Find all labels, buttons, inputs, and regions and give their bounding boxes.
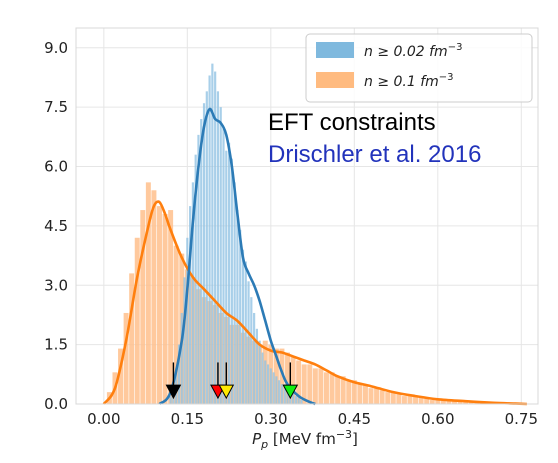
bar-high-density-40	[330, 372, 335, 404]
bar-high-density-50	[385, 392, 390, 404]
bar-high-density-47	[369, 388, 374, 404]
x-tick-label-2: 0.30	[254, 410, 287, 428]
x-axis-label-sub: p	[260, 438, 268, 451]
bar-high-density-8	[151, 190, 156, 404]
y-tick-label-1: 1.5	[44, 336, 68, 354]
bar-low-density-29	[250, 297, 252, 404]
legend-swatch-high-density	[316, 72, 354, 88]
bar-low-density-45	[295, 396, 297, 404]
bar-low-density-11	[200, 119, 202, 404]
bar-high-density-52	[396, 394, 401, 404]
y-tick-label-2: 3.0	[44, 276, 68, 294]
legend: n ≥ 0.02 fm−3 n ≥ 0.1 fm−3	[306, 34, 532, 102]
bar-low-density-37	[273, 372, 275, 404]
bar-high-density-11	[168, 210, 173, 404]
bar-low-density-47	[300, 400, 302, 404]
bar-low-density-5	[183, 277, 185, 404]
bar-low-density-24	[236, 210, 238, 404]
bar-low-density-30	[253, 313, 255, 404]
legend-entry-low-density-text: n ≥ 0.02 fm	[364, 44, 448, 60]
bar-low-density-34	[264, 360, 266, 404]
bar-low-density-17	[217, 91, 219, 404]
bar-high-density-43	[346, 380, 351, 404]
bar-low-density-16	[214, 72, 216, 404]
x-tick-label-4: 0.60	[421, 410, 454, 428]
bar-low-density-28	[247, 281, 249, 404]
bar-low-density-40	[281, 384, 283, 404]
bar-high-density-54	[407, 396, 412, 404]
bar-low-density-0	[170, 396, 172, 404]
bar-low-density-32	[259, 341, 261, 404]
bar-high-density-37	[313, 368, 318, 404]
bar-high-density-45	[357, 384, 362, 404]
bar-low-density-6	[186, 238, 188, 404]
bar-high-density-41	[335, 376, 340, 404]
y-tick-label-4: 6.0	[44, 158, 68, 176]
bar-low-density-25	[239, 230, 241, 404]
bar-low-density-13	[206, 91, 208, 404]
bar-high-density-46	[363, 384, 368, 404]
legend-entry-low-density-exp: −3	[448, 42, 463, 53]
x-tick-label-0: 0.00	[87, 410, 120, 428]
bar-low-density-36	[270, 368, 272, 404]
legend-entry-high-density-text: n ≥ 0.1 fm	[364, 74, 439, 90]
bar-low-density-21	[228, 143, 230, 404]
annotation-eft-constraints: EFT constraints	[268, 109, 436, 136]
legend-swatch-low-density	[316, 42, 354, 58]
x-tick-label-5: 0.75	[505, 410, 538, 428]
x-axis-label-close: ]	[352, 430, 358, 448]
bar-low-density-33	[261, 353, 263, 404]
bar-low-density-12	[203, 103, 205, 404]
x-axis-label-exp: −3	[336, 428, 352, 441]
bar-low-density-38	[275, 376, 277, 404]
x-tick-label-1: 0.15	[171, 410, 204, 428]
bar-high-density-9	[157, 206, 162, 404]
legend-entry-high-density-exp: −3	[439, 72, 454, 83]
x-axis-label: Pp [MeV fm−3]	[252, 428, 358, 451]
bar-high-density-10	[163, 214, 168, 404]
legend-entry-low-density: n ≥ 0.02 fm−3	[364, 42, 462, 60]
bar-high-density-51	[391, 392, 396, 404]
x-tick-label-3: 0.45	[338, 410, 371, 428]
bar-low-density-14	[208, 75, 210, 404]
bar-high-density-38	[318, 368, 323, 404]
bar-high-density-48	[374, 388, 379, 404]
bar-low-density-18	[220, 107, 222, 404]
y-tick-label-5: 7.5	[44, 98, 68, 116]
bar-low-density-23	[234, 182, 236, 404]
bar-low-density-19	[222, 127, 224, 404]
bar-high-density-49	[380, 390, 385, 404]
bar-high-density-36	[307, 364, 312, 404]
bar-high-density-56	[419, 398, 424, 404]
y-tick-label-3: 4.5	[44, 217, 68, 235]
bar-low-density-39	[278, 380, 280, 404]
y-tick-label-6: 9.0	[44, 39, 68, 57]
bar-high-density-53	[402, 396, 407, 404]
x-axis-label-unit: [MeV fm	[268, 430, 336, 448]
bar-low-density-35	[267, 364, 269, 404]
annotation-reference: Drischler et al. 2016	[268, 141, 481, 168]
bar-high-density-39	[324, 372, 329, 404]
bar-low-density-27	[245, 262, 247, 404]
bar-low-density-22	[231, 159, 233, 404]
y-tick-label-0: 0.0	[44, 395, 68, 413]
bar-high-density-58	[430, 400, 435, 404]
